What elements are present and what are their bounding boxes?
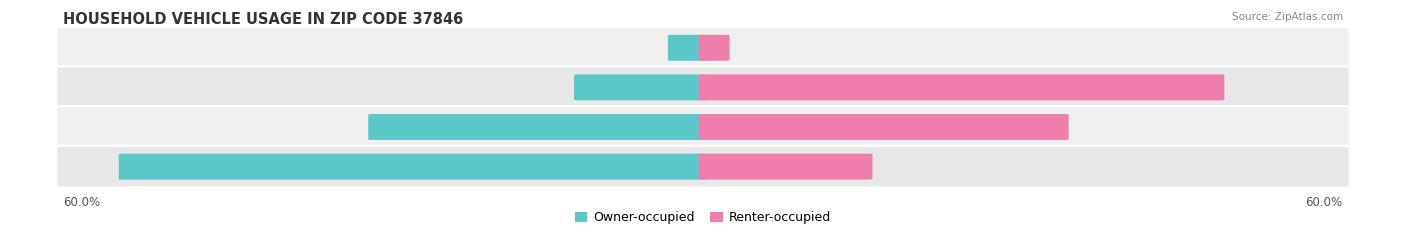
Text: 15.5%: 15.5% <box>817 160 859 173</box>
Text: 1 Vehicle: 1 Vehicle <box>675 81 731 94</box>
Text: 3 or more Vehicles: 3 or more Vehicles <box>645 160 761 173</box>
Text: 60.0%: 60.0% <box>1306 196 1343 209</box>
Text: 33.9%: 33.9% <box>1014 120 1054 134</box>
Text: 11.7%: 11.7% <box>588 81 628 94</box>
Text: 31.0%: 31.0% <box>382 120 423 134</box>
Text: 2.9%: 2.9% <box>634 41 664 54</box>
Text: 54.4%: 54.4% <box>132 160 174 173</box>
Text: No Vehicle: No Vehicle <box>671 41 735 54</box>
Text: 2 Vehicles: 2 Vehicles <box>672 120 734 134</box>
Text: 48.5%: 48.5% <box>1170 81 1211 94</box>
Text: Source: ZipAtlas.com: Source: ZipAtlas.com <box>1232 12 1343 22</box>
Text: 60.0%: 60.0% <box>63 196 100 209</box>
Text: HOUSEHOLD VEHICLE USAGE IN ZIP CODE 37846: HOUSEHOLD VEHICLE USAGE IN ZIP CODE 3784… <box>63 12 464 27</box>
Text: 2.1%: 2.1% <box>734 41 763 54</box>
Legend: Owner-occupied, Renter-occupied: Owner-occupied, Renter-occupied <box>575 211 831 224</box>
